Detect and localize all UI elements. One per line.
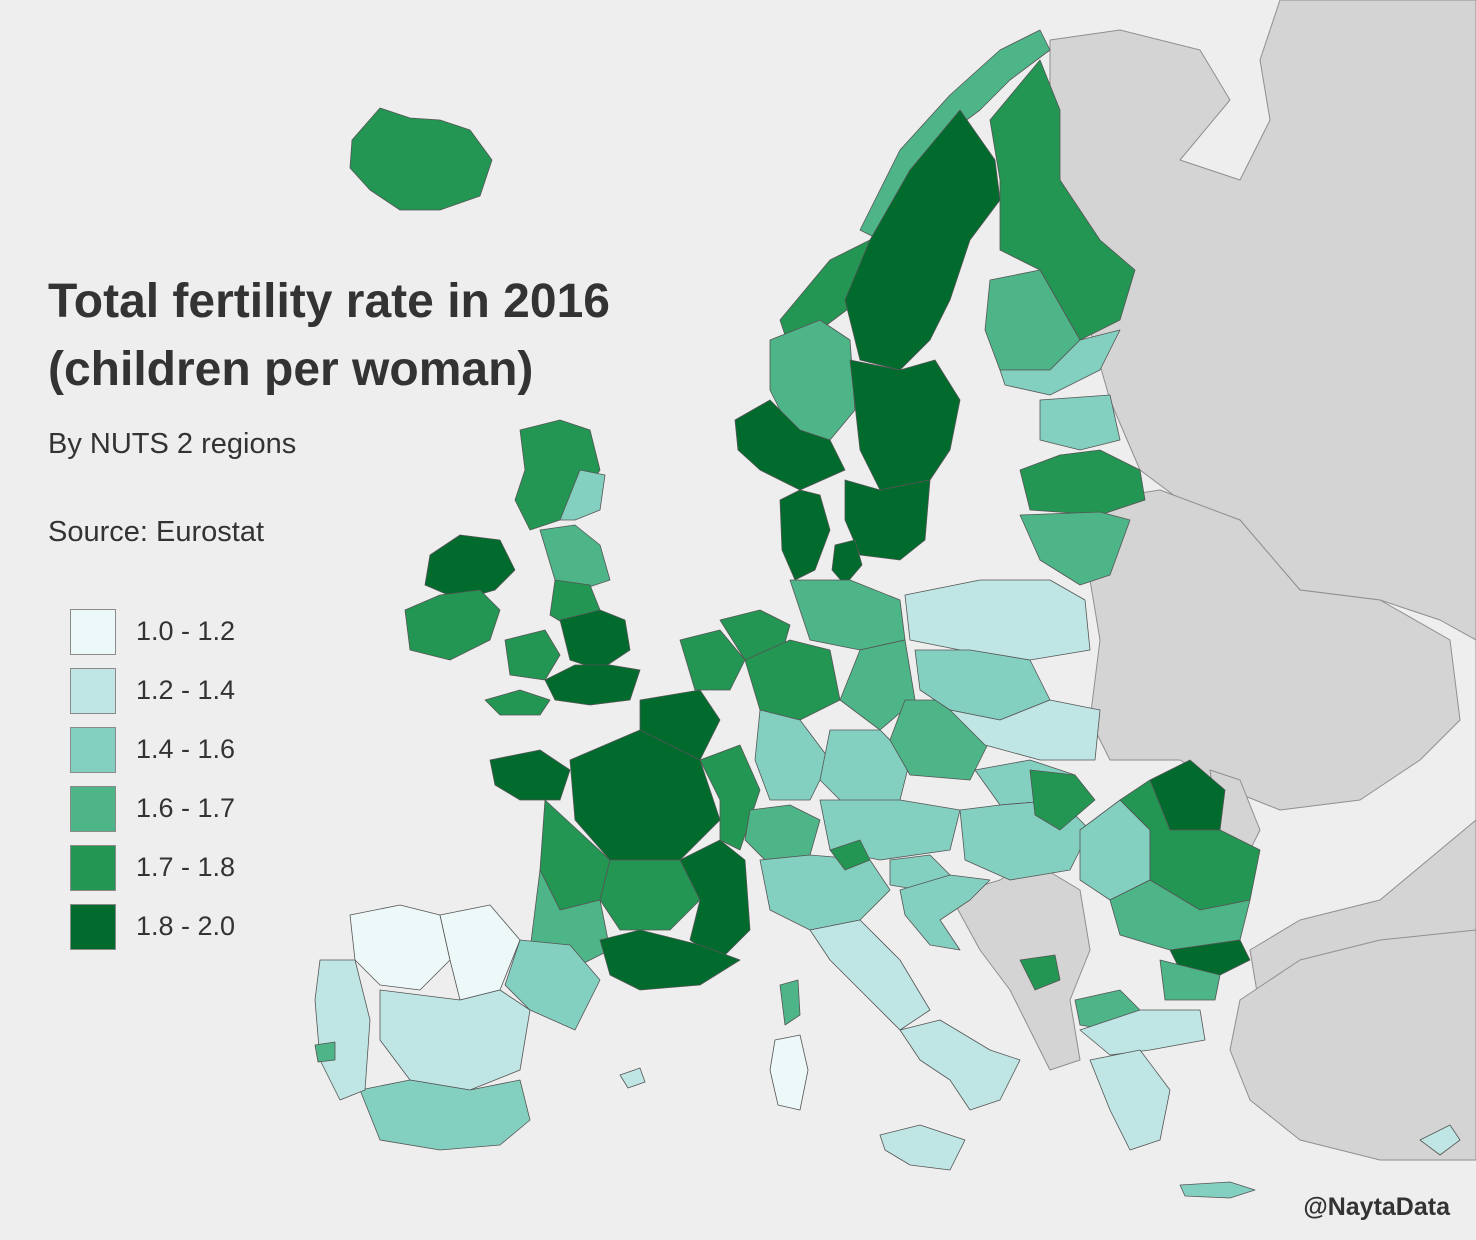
region-italy-centre <box>809 919 931 1031</box>
region-germany-north <box>789 579 906 651</box>
legend-item: 1.8 - 2.0 <box>70 897 235 956</box>
map-subtitle: By NUTS 2 regions <box>48 428 297 460</box>
region-italy-north <box>759 854 891 931</box>
legend-item: 1.2 - 1.4 <box>70 661 235 720</box>
map-title: Total fertility rate in 2016 (children p… <box>48 275 610 396</box>
legend-label: 1.2 - 1.4 <box>136 675 236 705</box>
region-france-east <box>699 744 761 851</box>
region-estonia <box>1039 394 1121 451</box>
legend-swatch <box>70 903 116 950</box>
legend: 1.0 - 1.2 1.2 - 1.4 1.4 - 1.6 1.6 - 1.7 … <box>70 602 235 956</box>
region-belgium <box>679 629 746 691</box>
region-finland-north <box>989 59 1136 341</box>
region-lithuania <box>1019 511 1131 586</box>
region-spain-catalonia <box>504 939 601 1031</box>
region-switzerland <box>744 804 821 861</box>
region-crete <box>1179 1181 1256 1199</box>
region-sweden-north <box>844 109 1001 371</box>
legend-item: 1.7 - 1.8 <box>70 838 235 897</box>
legend-label: 1.7 - 1.8 <box>136 852 236 882</box>
region-scotland-east <box>559 469 606 521</box>
region-portugal-lisbon <box>314 1041 336 1063</box>
legend-label: 1.0 - 1.2 <box>136 616 236 646</box>
region-wales <box>504 629 561 681</box>
region-sweden-middle <box>849 359 961 491</box>
region-finland-south <box>999 329 1121 396</box>
legend-item: 1.4 - 1.6 <box>70 720 235 779</box>
region-sicily <box>879 1124 966 1171</box>
region-spain-centre <box>379 989 531 1091</box>
region-greece-south <box>1089 1049 1171 1151</box>
legend-swatch <box>70 667 116 714</box>
fertility-regions <box>314 29 1461 1199</box>
region-balearics <box>619 1067 646 1089</box>
legend-swatch <box>70 608 116 655</box>
source-note: Source: Eurostat <box>48 516 264 548</box>
non-eu-land <box>949 0 1476 1161</box>
region-england-midlands <box>559 609 631 671</box>
region-bulgaria-south <box>1159 959 1221 1001</box>
region-iceland <box>349 107 493 211</box>
region-norway-inland <box>769 319 856 441</box>
region-romania-south <box>1109 879 1251 951</box>
legend-label: 1.8 - 2.0 <box>136 911 236 941</box>
turkey-region <box>1229 929 1476 1161</box>
belarus-ukraine-region <box>1089 489 1461 811</box>
region-norway-south <box>734 399 846 491</box>
region-ireland-north <box>424 534 516 601</box>
author-credit: @NaytaData <box>1303 1193 1450 1221</box>
legend-label: 1.4 - 1.6 <box>136 734 236 764</box>
region-sweden-south <box>844 479 931 561</box>
region-france-rhone <box>679 839 751 961</box>
region-italy-trentino <box>829 839 871 871</box>
legend-swatch <box>70 844 116 891</box>
region-cyprus <box>1419 1124 1461 1156</box>
region-france-south <box>599 929 741 991</box>
region-england-south <box>544 664 641 706</box>
legend-label: 1.6 - 1.7 <box>136 793 236 823</box>
region-france-paris-basin <box>569 729 721 861</box>
region-northern-england <box>539 524 611 591</box>
region-germany-south-west <box>754 709 831 801</box>
region-poland-north <box>904 579 1091 661</box>
region-hungary-north-east <box>1029 769 1096 831</box>
legend-swatch <box>70 785 116 832</box>
region-spain-north-west <box>349 904 451 991</box>
region-ireland-south <box>404 589 501 661</box>
region-montenegro <box>1019 954 1061 991</box>
region-denmark-zealand <box>831 539 863 586</box>
region-sardinia <box>769 1034 809 1111</box>
region-corsica <box>779 979 801 1026</box>
legend-item: 1.0 - 1.2 <box>70 602 235 661</box>
region-portugal <box>314 959 371 1101</box>
region-romania-centre <box>1119 779 1261 911</box>
region-england-south-west <box>484 689 551 716</box>
legend-swatch <box>70 726 116 773</box>
region-france-brittany <box>489 749 571 801</box>
region-italy-south <box>899 1019 1021 1111</box>
region-spain-south <box>359 1079 531 1151</box>
region-germany-east <box>839 639 916 731</box>
region-poland-south <box>949 699 1101 761</box>
region-greece-north <box>1079 1009 1206 1056</box>
region-denmark-jutland <box>779 489 831 581</box>
legend-item: 1.6 - 1.7 <box>70 779 235 838</box>
region-croatia <box>899 874 991 951</box>
region-latvia <box>1019 449 1146 516</box>
